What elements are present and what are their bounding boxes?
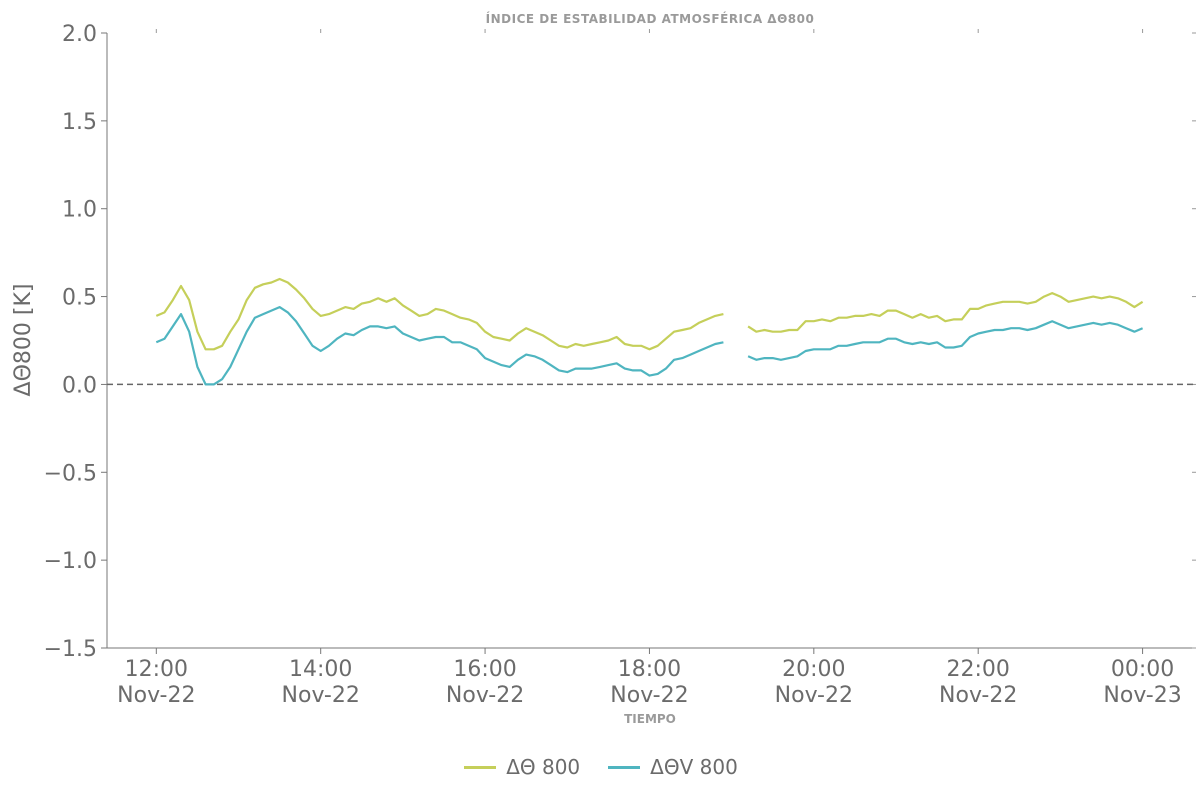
y-axis-label: ΔΘ800 [K] (11, 284, 36, 397)
legend: ΔΘ 800 ΔΘV 800 (0, 755, 1202, 779)
x-tick-label-date: Nov-22 (282, 683, 360, 708)
x-tick-label-time: 00:00 (1111, 657, 1174, 682)
chart-marks (107, 277, 1196, 386)
x-tick-label-date: Nov-23 (1103, 683, 1181, 708)
x-tick-label-date: Nov-22 (939, 683, 1017, 708)
series-line-theta-segment-1 (155, 277, 724, 351)
x-tick-label-date: Nov-22 (117, 683, 195, 708)
y-tick-label: 2.0 (62, 22, 97, 47)
y-tick-label: −0.5 (44, 461, 97, 486)
legend-label-theta-v: ΔΘV 800 (650, 755, 738, 779)
series-line-theta-v-segment-1 (155, 306, 724, 386)
series-line-theta-segment-2 (747, 292, 1144, 333)
legend-swatch-theta-v (608, 765, 641, 769)
y-tick-label: 1.0 (62, 198, 97, 223)
y-tick-label: −1.5 (44, 637, 97, 662)
legend-item-theta-v: ΔΘV 800 (608, 755, 738, 779)
y-tick-label: 0.5 (62, 286, 97, 311)
x-tick-label-date: Nov-22 (446, 683, 524, 708)
x-tick-label-time: 16:00 (453, 657, 516, 682)
legend-label-theta: ΔΘ 800 (506, 755, 581, 779)
x-tick-label-time: 12:00 (125, 657, 188, 682)
y-tick-label: 1.5 (62, 110, 97, 135)
y-tick-label: −1.0 (44, 549, 97, 574)
series-line-theta-v-segment-2 (747, 320, 1144, 361)
x-axis-label: TIEMPO (624, 712, 676, 726)
x-tick-label-time: 18:00 (618, 657, 681, 682)
x-tick-label-time: 14:00 (289, 657, 352, 682)
legend-swatch-theta (464, 765, 497, 769)
legend-item-theta: ΔΘ 800 (464, 755, 580, 779)
axes: −1.5−1.0−0.50.00.51.01.52.012:00Nov-2214… (44, 22, 1196, 708)
x-tick-label-date: Nov-22 (775, 683, 853, 708)
y-tick-label: 0.0 (62, 373, 97, 398)
x-tick-label-time: 22:00 (946, 657, 1009, 682)
x-tick-label-date: Nov-22 (610, 683, 688, 708)
chart-title: ÍNDICE DE ESTABILIDAD ATMOSFÉRICA ΔΘ800 (486, 11, 815, 26)
x-tick-label-time: 20:00 (782, 657, 845, 682)
